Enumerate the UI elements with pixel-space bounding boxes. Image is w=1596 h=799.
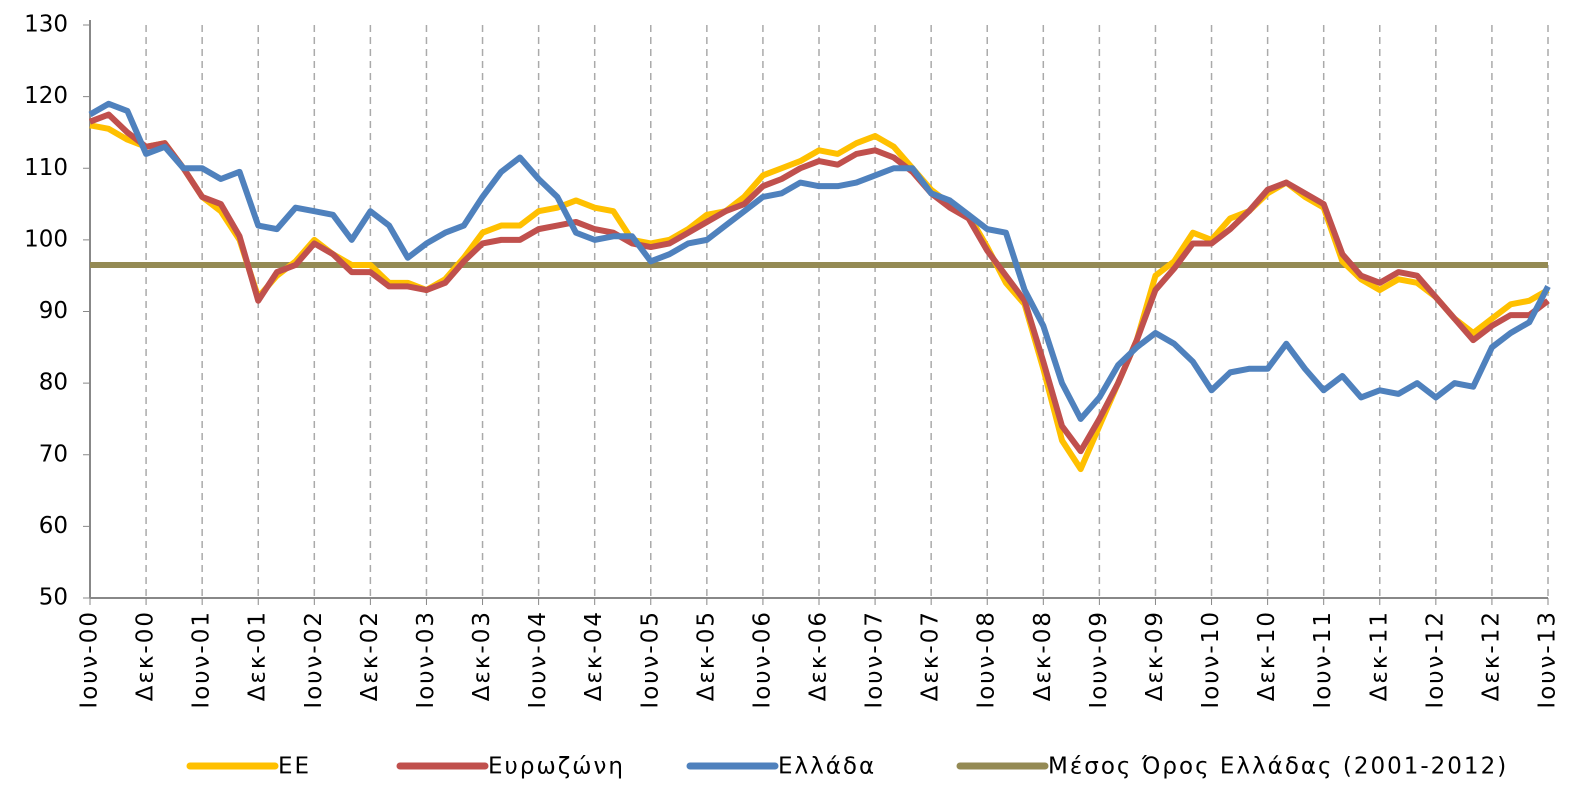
y-tick-label: 60 xyxy=(39,513,68,539)
x-tick-label: Ιουν-02 xyxy=(301,610,327,709)
y-tick-label: 130 xyxy=(24,12,68,38)
y-tick-label: 100 xyxy=(24,226,68,252)
x-tick-label: Δεκ-09 xyxy=(1142,610,1168,701)
x-tick-label: Δεκ-02 xyxy=(357,610,383,701)
x-tick-label: Ιουν-12 xyxy=(1422,610,1448,709)
x-tick-label: Ιουν-01 xyxy=(189,610,215,709)
y-tick-label: 110 xyxy=(24,155,68,181)
legend-label: Ευρωζώνη xyxy=(488,754,625,780)
y-tick-label: 120 xyxy=(24,83,68,109)
x-tick-label: Δεκ-05 xyxy=(693,610,719,701)
x-tick-label: Δεκ-08 xyxy=(1030,610,1056,701)
x-tick-label: Ιουν-10 xyxy=(1198,610,1224,709)
y-tick-label: 90 xyxy=(39,298,68,324)
x-tick-label: Ιουν-09 xyxy=(1086,610,1112,709)
x-tick-label: Δεκ-04 xyxy=(581,610,607,701)
x-tick-label: Ιουν-00 xyxy=(77,610,103,709)
legend-label: Μέσος Όρος Ελλάδας (2001-2012) xyxy=(1048,754,1508,780)
x-tick-label: Δεκ-10 xyxy=(1254,610,1280,701)
x-tick-label: Δεκ-11 xyxy=(1366,610,1392,701)
series-line xyxy=(88,100,1551,422)
x-tick-label: Ιουν-13 xyxy=(1535,610,1561,709)
x-tick-label: Ιουν-04 xyxy=(525,610,551,709)
legend-label: ΕΕ xyxy=(278,754,311,780)
x-tick-label: Ιουν-05 xyxy=(637,610,663,709)
x-tick-label: Ιουν-08 xyxy=(974,610,1000,709)
x-tick-label: Ιουν-06 xyxy=(749,610,775,709)
x-tick-label: Δεκ-03 xyxy=(469,610,495,701)
legend-label: Ελλάδα xyxy=(778,754,876,780)
series-line xyxy=(89,122,1550,473)
x-tick-label: Ιουν-03 xyxy=(413,610,439,709)
x-tick-label: Δεκ-06 xyxy=(806,610,832,701)
series-line xyxy=(88,111,1550,455)
x-tick-label: Ιουν-07 xyxy=(862,610,888,709)
x-tick-label: Δεκ-12 xyxy=(1478,610,1504,701)
y-tick-label: 80 xyxy=(39,370,68,396)
x-tick-label: Ιουν-11 xyxy=(1310,610,1336,709)
x-tick-label: Δεκ-07 xyxy=(918,610,944,701)
x-tick-label: Δεκ-01 xyxy=(245,610,271,701)
y-tick-label: 50 xyxy=(39,585,68,611)
y-tick-label: 70 xyxy=(39,441,68,467)
x-tick-label: Δεκ-00 xyxy=(133,610,159,701)
